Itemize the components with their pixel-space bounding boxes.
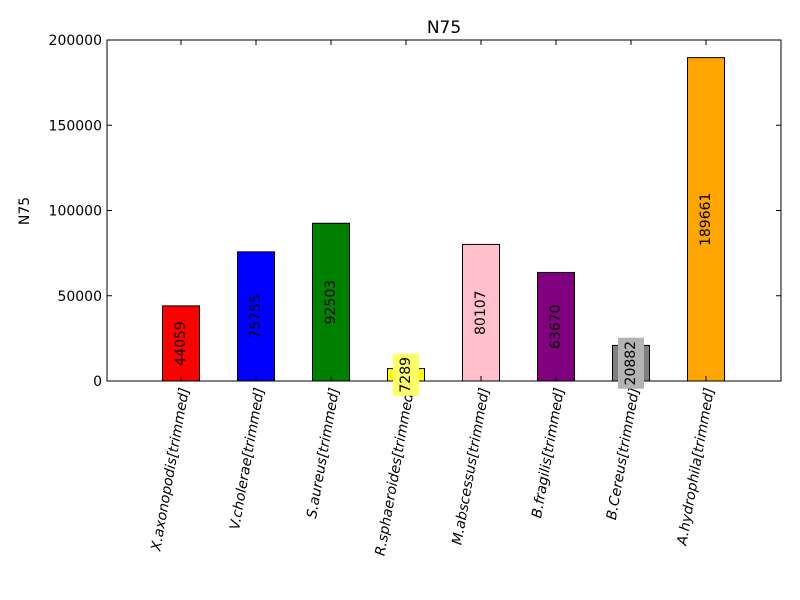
y-tick-label-4: 200000 bbox=[49, 33, 102, 49]
category-label-3: R.sphaeroides[trimmed] bbox=[373, 387, 418, 557]
y-tick-label-3: 150000 bbox=[49, 118, 102, 134]
category-label-4: M.abscessus[trimmed] bbox=[449, 387, 492, 547]
value-label-2: 92503 bbox=[323, 280, 339, 325]
category-label-6: B.Cereus[trimmed] bbox=[604, 387, 643, 522]
category-label-0: X.axonopodis[trimmed] bbox=[148, 387, 193, 554]
value-label-bg-3 bbox=[393, 353, 419, 396]
value-label-group-7: 189661 bbox=[698, 193, 714, 246]
bar-0 bbox=[162, 305, 200, 382]
value-label-group-3: 7289 bbox=[393, 353, 419, 396]
value-label-7: 189661 bbox=[698, 193, 714, 246]
plot-area: 0 50000 100000 150000 200000 X.axonopodis[tri… bbox=[49, 33, 782, 557]
y-tick-label-0: 0 bbox=[93, 374, 102, 390]
category-label-group-2: S.aureus[trimmed] bbox=[304, 387, 343, 520]
value-label-group-6: 20882 bbox=[618, 337, 644, 389]
value-label-group-0: 44059 bbox=[173, 321, 189, 366]
value-label-group-4: 80107 bbox=[473, 290, 489, 335]
category-label-group-3: R.sphaeroides[trimmed] bbox=[373, 387, 418, 557]
category-label-group-4: M.abscessus[trimmed] bbox=[449, 387, 492, 547]
category-label-group-1: V.cholerae[trimmed] bbox=[227, 387, 268, 531]
value-label-group-5: 63670 bbox=[548, 304, 564, 349]
value-label-3: 7289 bbox=[398, 357, 414, 393]
category-label-group-7: A.hydrophila[trimmed] bbox=[674, 387, 718, 548]
value-label-6: 20882 bbox=[623, 341, 639, 386]
bar-7 bbox=[687, 57, 725, 382]
category-label-1: V.cholerae[trimmed] bbox=[227, 387, 268, 531]
category-label-2: S.aureus[trimmed] bbox=[304, 387, 343, 520]
y-tick-label-2: 100000 bbox=[49, 204, 102, 220]
category-label-group-6: B.Cereus[trimmed] bbox=[604, 387, 643, 522]
chart-title: N75 bbox=[427, 18, 461, 38]
category-label-group-0: X.axonopodis[trimmed] bbox=[148, 387, 193, 554]
category-label-5: B.fragilis[trimmed] bbox=[529, 387, 568, 520]
value-label-0: 44059 bbox=[173, 321, 189, 366]
value-label-group-2: 92503 bbox=[323, 280, 339, 325]
category-label-7: A.hydrophila[trimmed] bbox=[674, 387, 718, 548]
value-label-bg-6 bbox=[618, 337, 644, 389]
value-label-group-1: 75755 bbox=[248, 294, 264, 339]
category-label-group-5: B.fragilis[trimmed] bbox=[529, 387, 568, 520]
axes-frame bbox=[106, 39, 782, 382]
value-label-4: 80107 bbox=[473, 290, 489, 335]
value-label-1: 75755 bbox=[248, 294, 264, 339]
bar-2 bbox=[312, 222, 350, 382]
y-tick-label-1: 50000 bbox=[57, 289, 102, 305]
bar-1 bbox=[237, 251, 275, 382]
value-label-5: 63670 bbox=[548, 304, 564, 349]
y-axis-label: N75 bbox=[17, 197, 33, 225]
